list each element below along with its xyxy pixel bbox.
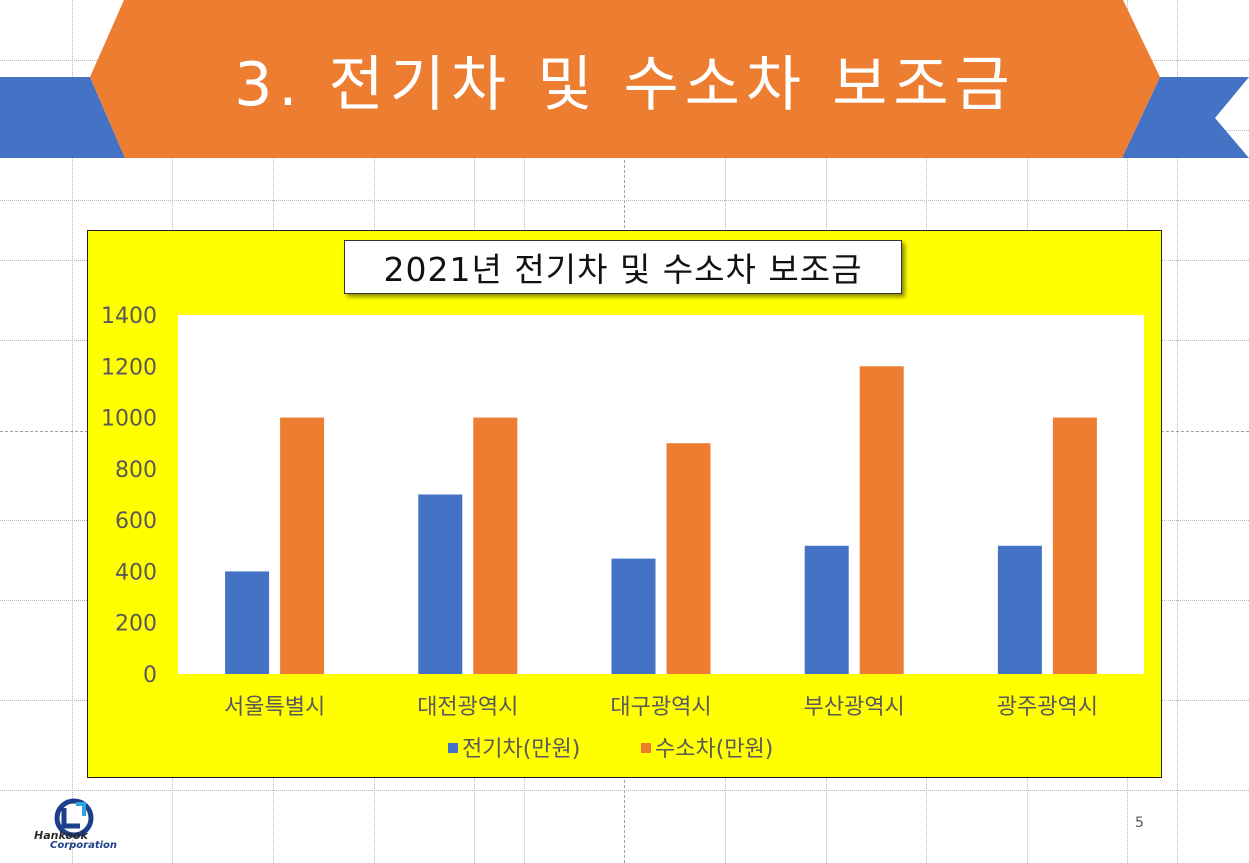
banner-shape — [0, 0, 1249, 158]
banner-body — [90, 0, 1160, 158]
y-tick-label: 1200 — [101, 355, 157, 380]
left-ribbon-tail — [0, 77, 125, 158]
legend-label-1: 수소차(만원) — [655, 737, 773, 762]
y-tick-label: 600 — [115, 509, 157, 534]
logo-text-top: Hankook — [34, 829, 88, 842]
bar-hydrogen-3 — [859, 366, 904, 674]
bar-hydrogen-1 — [473, 417, 518, 674]
y-tick-label: 0 — [143, 663, 157, 688]
plot-area — [178, 315, 1144, 674]
chart-title[interactable]: 2021년 전기차 및 수소차 보조금 — [344, 240, 902, 294]
y-tick-label: 1400 — [101, 304, 157, 329]
hankook-logo-icon: Hankook Corporation — [34, 798, 117, 851]
x-tick-label: 대전광역시 — [417, 695, 518, 720]
bar-ev-0 — [225, 571, 270, 674]
title-banner: 3. 전기차 및 수소차 보조금 — [0, 0, 1249, 160]
y-tick-label: 400 — [115, 560, 157, 585]
bar-hydrogen-4 — [1052, 417, 1097, 674]
x-tick-label: 대구광역시 — [610, 695, 711, 720]
bar-hydrogen-2 — [666, 443, 711, 674]
legend-swatch-0 — [448, 743, 458, 753]
y-tick-label: 800 — [115, 458, 157, 483]
legend-label-0: 전기차(만원) — [462, 737, 580, 762]
bar-ev-1 — [418, 494, 463, 674]
bar-ev-2 — [611, 558, 656, 674]
page-number: 5 — [1135, 815, 1144, 831]
right-ribbon-tail — [1122, 77, 1249, 158]
legend-swatch-1 — [641, 743, 651, 753]
x-tick-label: 서울특별시 — [224, 695, 325, 720]
bar-ev-4 — [997, 545, 1042, 674]
y-tick-label: 1000 — [101, 407, 157, 432]
company-logo: Hankook Corporation — [30, 798, 140, 851]
x-tick-label: 광주광역시 — [997, 695, 1098, 720]
bar-ev-3 — [804, 545, 849, 674]
logo-text-bottom: Corporation — [50, 840, 117, 850]
x-tick-label: 부산광역시 — [804, 695, 905, 720]
slide-title[interactable]: 3. 전기차 및 수소차 보조금 — [234, 49, 1016, 120]
y-tick-label: 200 — [115, 612, 157, 637]
bar-hydrogen-0 — [280, 417, 325, 674]
